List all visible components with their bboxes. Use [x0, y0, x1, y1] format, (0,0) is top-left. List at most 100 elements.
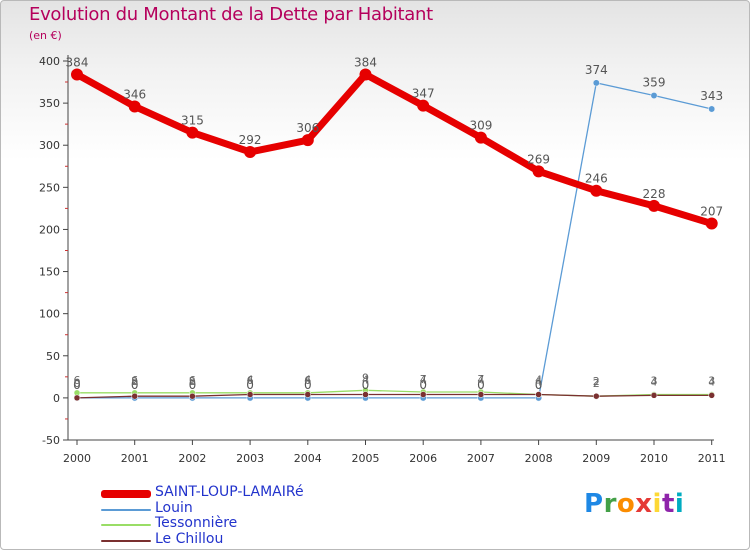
legend-swatch — [101, 490, 151, 498]
data-label: 0 — [189, 378, 197, 392]
data-point — [650, 392, 658, 399]
legend-swatch — [101, 508, 151, 511]
x-tick-label: 2008 — [525, 452, 553, 465]
y-tick-label: 0 — [53, 392, 60, 405]
data-label: 384 — [354, 55, 377, 69]
data-label: 0 — [362, 378, 370, 392]
data-label: 0 — [73, 378, 81, 392]
data-label: 3 — [708, 374, 715, 387]
data-label: 0 — [304, 378, 312, 392]
data-point — [73, 394, 81, 402]
data-label: 4 — [247, 374, 254, 387]
data-point — [477, 391, 485, 398]
data-label: 309 — [469, 119, 492, 133]
chart-subtitle: (en €) — [29, 29, 62, 42]
logo-letter: t — [661, 489, 675, 519]
logo-letter: x — [635, 489, 653, 519]
data-label: 6 — [189, 374, 196, 387]
data-label: 359 — [643, 76, 666, 90]
data-label: 207 — [700, 205, 723, 219]
data-point — [474, 131, 487, 144]
data-label: 4 — [535, 376, 542, 389]
y-tick-label: 150 — [39, 266, 60, 279]
y-tick-label: 350 — [39, 97, 60, 110]
data-point — [592, 79, 600, 87]
data-label: 2 — [593, 377, 600, 390]
x-tick-label: 2005 — [352, 452, 380, 465]
logo-letter: P — [584, 489, 604, 519]
x-tick-label: 2009 — [582, 452, 610, 465]
data-point — [131, 392, 138, 400]
logo-letter: i — [652, 489, 662, 519]
data-point — [590, 184, 603, 197]
x-tick-label: 2001 — [121, 452, 149, 465]
data-point — [532, 165, 545, 178]
data-label: 6 — [304, 374, 311, 387]
y-tick-label: 100 — [39, 308, 60, 321]
data-point — [301, 134, 314, 147]
x-tick-label: 2010 — [640, 452, 668, 465]
data-point — [128, 100, 141, 113]
data-label: 228 — [643, 187, 666, 201]
data-label: 315 — [181, 114, 204, 128]
data-label: 4 — [535, 374, 542, 387]
data-point — [648, 199, 660, 212]
data-point — [593, 392, 600, 400]
y-tick-label: 400 — [39, 55, 60, 68]
data-label: 6 — [74, 374, 81, 387]
data-point — [359, 68, 372, 81]
legend-label: Le Chillou — [155, 530, 224, 547]
data-point — [417, 99, 430, 112]
data-point — [186, 126, 199, 139]
chart-title: Evolution du Montant de la Dette par Hab… — [29, 4, 433, 25]
data-label: 0 — [246, 378, 254, 392]
data-point — [650, 92, 658, 99]
legend-label: Louin — [155, 499, 193, 516]
data-label: 3 — [651, 374, 658, 387]
x-tick-label: 2003 — [236, 452, 264, 465]
y-tick-label: -50 — [42, 434, 60, 447]
data-label: 6 — [131, 374, 138, 387]
data-label: 292 — [239, 133, 262, 147]
x-tick-label: 2007 — [467, 452, 495, 465]
data-label: 2 — [189, 375, 196, 388]
x-tick-label: 2000 — [63, 452, 91, 465]
data-label: 4 — [304, 374, 311, 387]
data-point — [71, 68, 83, 81]
data-label: 0 — [535, 378, 543, 392]
data-label: 343 — [700, 89, 723, 103]
data-label: 7 — [420, 373, 427, 386]
data-point — [362, 391, 369, 398]
data-point — [708, 105, 716, 113]
data-point — [535, 391, 542, 398]
data-label: 246 — [585, 172, 608, 186]
series-line — [76, 82, 713, 399]
data-label: 2 — [593, 375, 600, 388]
data-label: 306 — [296, 121, 319, 135]
data-label: 7 — [477, 373, 484, 386]
y-tick-label: 50 — [46, 350, 60, 363]
data-point — [304, 391, 312, 398]
y-tick-label: 300 — [39, 139, 60, 152]
data-label: 0 — [419, 378, 427, 392]
logo-letter: r — [603, 489, 617, 519]
data-label: 346 — [123, 87, 146, 101]
data-label: 9 — [362, 371, 369, 384]
legend-swatch — [101, 524, 151, 526]
data-point — [244, 145, 257, 158]
data-label: 4 — [477, 374, 484, 387]
data-point — [189, 392, 196, 400]
data-label: 6 — [247, 374, 254, 387]
legend-label: Tessonnière — [155, 515, 238, 531]
data-point — [705, 217, 718, 230]
data-point — [419, 391, 427, 398]
y-tick-label: 200 — [39, 223, 60, 236]
data-point — [246, 391, 254, 398]
data-label: 347 — [412, 87, 435, 101]
data-label: 4 — [708, 376, 715, 389]
data-label: 0 — [477, 378, 485, 392]
data-label: 0 — [131, 378, 139, 392]
data-label: 374 — [585, 63, 608, 77]
